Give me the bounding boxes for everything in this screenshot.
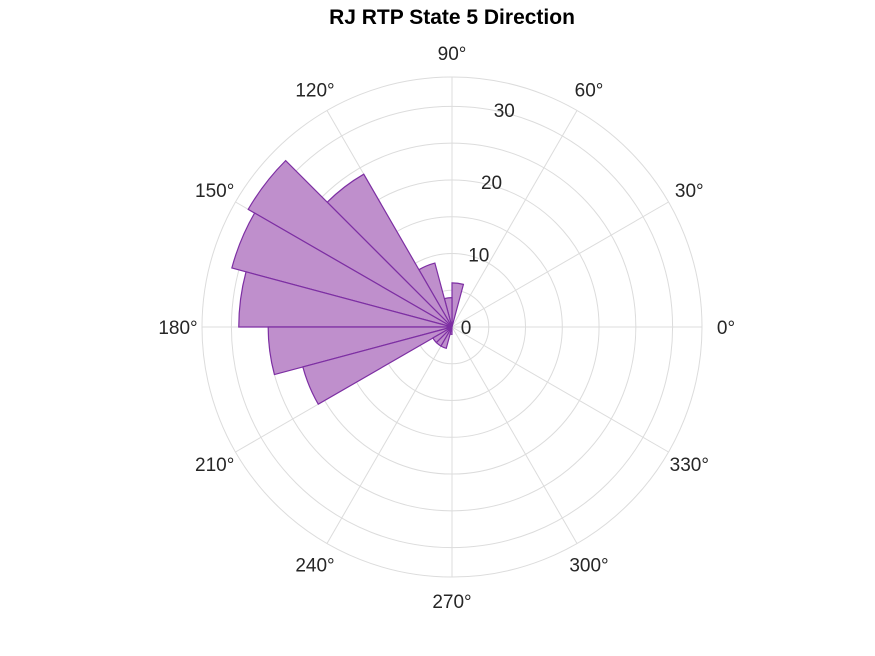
angle-tick-label: 60° bbox=[575, 81, 604, 102]
radial-tick-label: 0 bbox=[461, 318, 472, 339]
angle-tick-label: 240° bbox=[295, 555, 334, 576]
radial-tick-label: 10 bbox=[468, 246, 489, 267]
angle-tick-label: 210° bbox=[195, 455, 234, 476]
histogram-wedge bbox=[451, 282, 465, 328]
angular-grid-line bbox=[451, 326, 669, 453]
histogram-wedge bbox=[302, 326, 453, 406]
angular-grid-line bbox=[326, 326, 453, 544]
angular-grid-line bbox=[451, 201, 669, 328]
angular-grid-line bbox=[451, 110, 578, 328]
histogram-wedge bbox=[440, 326, 453, 350]
angle-tick-label: 0° bbox=[717, 318, 735, 339]
angle-tick-label: 300° bbox=[569, 555, 608, 576]
radial-tick-label: 30 bbox=[494, 101, 515, 122]
histogram-wedge bbox=[247, 159, 453, 328]
axis-labels: 0° 30° 60° 90° 120° 150° 180° 210° 240° 270° 300° 3… bbox=[158, 44, 735, 613]
histogram-wedge bbox=[238, 271, 453, 328]
angular-grid-line bbox=[451, 326, 578, 544]
angle-tick-label: 150° bbox=[195, 181, 234, 202]
angle-tick-label: 90° bbox=[438, 44, 467, 65]
histogram-wedge bbox=[449, 326, 453, 335]
chart-title: RJ RTP State 5 Direction bbox=[329, 6, 575, 29]
angle-tick-label: 330° bbox=[670, 455, 709, 476]
angle-tick-label: 30° bbox=[675, 181, 704, 202]
angle-tick-label: 180° bbox=[158, 318, 197, 339]
histogram-wedge bbox=[231, 212, 453, 328]
histogram-bars bbox=[231, 159, 465, 406]
radial-tick-label: 20 bbox=[481, 173, 502, 194]
angle-tick-label: 270° bbox=[432, 592, 471, 613]
angle-tick-label: 120° bbox=[295, 81, 334, 102]
